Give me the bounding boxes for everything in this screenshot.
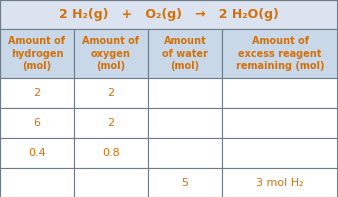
Text: 3 mol H₂: 3 mol H₂	[256, 178, 304, 188]
Text: Amount of
hydrogen
(mol): Amount of hydrogen (mol)	[8, 36, 66, 71]
Bar	[148, 168, 222, 197]
Bar	[148, 29, 222, 78]
Text: 2: 2	[107, 118, 115, 128]
Text: 5: 5	[182, 178, 189, 188]
Bar	[148, 138, 222, 168]
Bar	[222, 168, 338, 197]
Bar	[222, 78, 338, 108]
Bar	[74, 78, 148, 108]
Text: 0.4: 0.4	[28, 148, 46, 158]
Bar	[74, 168, 148, 197]
Bar	[74, 138, 148, 168]
Bar	[222, 108, 338, 138]
Bar	[0, 168, 74, 197]
Bar	[148, 78, 222, 108]
Text: 2 H₂(g)   +   O₂(g)   →   2 H₂O(g): 2 H₂(g) + O₂(g) → 2 H₂O(g)	[59, 8, 279, 21]
Bar	[148, 108, 222, 138]
Text: Amount
of water
(mol): Amount of water (mol)	[162, 36, 208, 71]
Bar	[74, 108, 148, 138]
Bar	[0, 0, 338, 29]
Text: 0.8: 0.8	[102, 148, 120, 158]
Bar	[222, 29, 338, 78]
Bar	[0, 108, 74, 138]
Text: Amount of
oxygen
(mol): Amount of oxygen (mol)	[82, 36, 140, 71]
Bar	[0, 78, 74, 108]
Bar	[222, 138, 338, 168]
Bar	[0, 29, 74, 78]
Text: 6: 6	[33, 118, 41, 128]
Bar	[74, 29, 148, 78]
Text: Amount of
excess reagent
remaining (mol): Amount of excess reagent remaining (mol)	[236, 36, 324, 71]
Bar	[0, 138, 74, 168]
Text: 2: 2	[107, 88, 115, 98]
Text: 2: 2	[33, 88, 41, 98]
